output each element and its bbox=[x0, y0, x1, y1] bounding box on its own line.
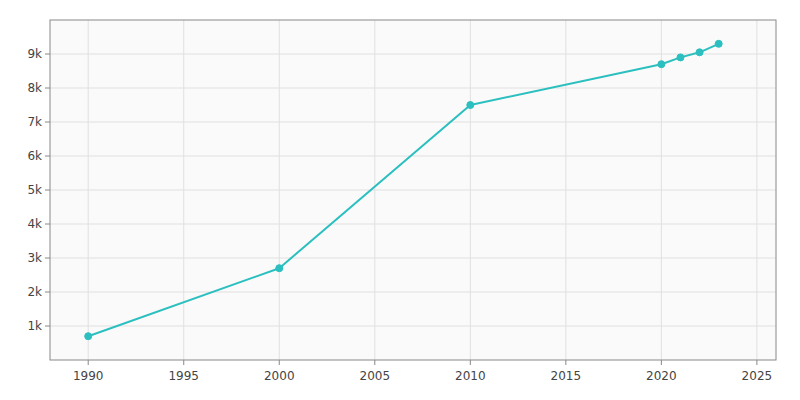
x-grid-line bbox=[183, 20, 184, 360]
y-tick-label: 1k bbox=[27, 319, 42, 333]
y-tick bbox=[45, 54, 50, 55]
x-tick-label: 2000 bbox=[264, 369, 295, 383]
point bbox=[85, 333, 92, 340]
y-grid-line bbox=[50, 156, 776, 157]
y-grid-line bbox=[50, 326, 776, 327]
x-tick bbox=[183, 360, 184, 365]
x-tick bbox=[279, 360, 280, 365]
point bbox=[467, 102, 474, 109]
page: {"chart_data": {"type": "line", "x": [19… bbox=[0, 0, 800, 400]
y-tick-label: 7k bbox=[27, 115, 42, 129]
axes: 1k 2k 3k 4k 5k 6k 7k 8k 9k 1990 1995 2000 2005 2010 20… bbox=[27, 47, 772, 384]
x-tick bbox=[88, 360, 89, 365]
x-tick bbox=[470, 360, 471, 365]
y-tick-label: 3k bbox=[27, 251, 42, 265]
point bbox=[276, 265, 283, 272]
y-grid-line bbox=[50, 122, 776, 123]
y-tick bbox=[45, 88, 50, 89]
grid bbox=[50, 20, 776, 360]
y-grid-line bbox=[50, 224, 776, 225]
y-tick bbox=[45, 326, 50, 327]
x-grid-line bbox=[374, 20, 375, 360]
y-tick-label: 6k bbox=[27, 149, 42, 163]
series bbox=[85, 40, 722, 339]
plot-frame bbox=[50, 20, 776, 360]
x-tick-label: 1995 bbox=[168, 369, 199, 383]
point bbox=[696, 49, 703, 56]
y-grid-line bbox=[50, 258, 776, 259]
x-tick-label: 2005 bbox=[360, 369, 391, 383]
x-tick-label: 2015 bbox=[551, 369, 582, 383]
chart-container: 1k 2k 3k 4k 5k 6k 7k 8k 9k 1990 1995 2000 2005 2010 20… bbox=[0, 0, 800, 400]
x-tick bbox=[756, 360, 757, 365]
y-tick bbox=[45, 122, 50, 123]
y-tick bbox=[45, 156, 50, 157]
y-tick bbox=[45, 190, 50, 191]
line bbox=[88, 44, 718, 336]
x-tick-label: 1990 bbox=[73, 369, 104, 383]
x-grid-line bbox=[756, 20, 757, 360]
plot-background bbox=[50, 20, 776, 360]
x-tick-label: 2010 bbox=[455, 369, 486, 383]
point bbox=[658, 61, 665, 68]
y-grid-line bbox=[50, 88, 776, 89]
y-tick bbox=[45, 224, 50, 225]
y-tick-label: 8k bbox=[27, 81, 42, 95]
chart: 1k 2k 3k 4k 5k 6k 7k 8k 9k 1990 1995 2000 2005 2010 20… bbox=[0, 0, 800, 400]
x-grid-line bbox=[470, 20, 471, 360]
y-tick-label: 9k bbox=[27, 47, 42, 61]
x-tick-label: 2025 bbox=[742, 369, 773, 383]
y-grid-line bbox=[50, 190, 776, 191]
y-tick bbox=[45, 258, 50, 259]
y-grid-line bbox=[50, 54, 776, 55]
x-grid-line bbox=[565, 20, 566, 360]
y-tick-label: 5k bbox=[27, 183, 42, 197]
point bbox=[677, 54, 684, 61]
x-tick bbox=[565, 360, 566, 365]
y-tick-label: 4k bbox=[27, 217, 42, 231]
point bbox=[715, 40, 722, 47]
y-tick bbox=[45, 292, 50, 293]
y-tick-label: 2k bbox=[27, 285, 42, 299]
x-grid-line bbox=[88, 20, 89, 360]
y-grid-line bbox=[50, 292, 776, 293]
x-grid-line bbox=[279, 20, 280, 360]
x-tick bbox=[661, 360, 662, 365]
x-tick-label: 2020 bbox=[646, 369, 677, 383]
x-grid-line bbox=[661, 20, 662, 360]
x-tick bbox=[374, 360, 375, 365]
